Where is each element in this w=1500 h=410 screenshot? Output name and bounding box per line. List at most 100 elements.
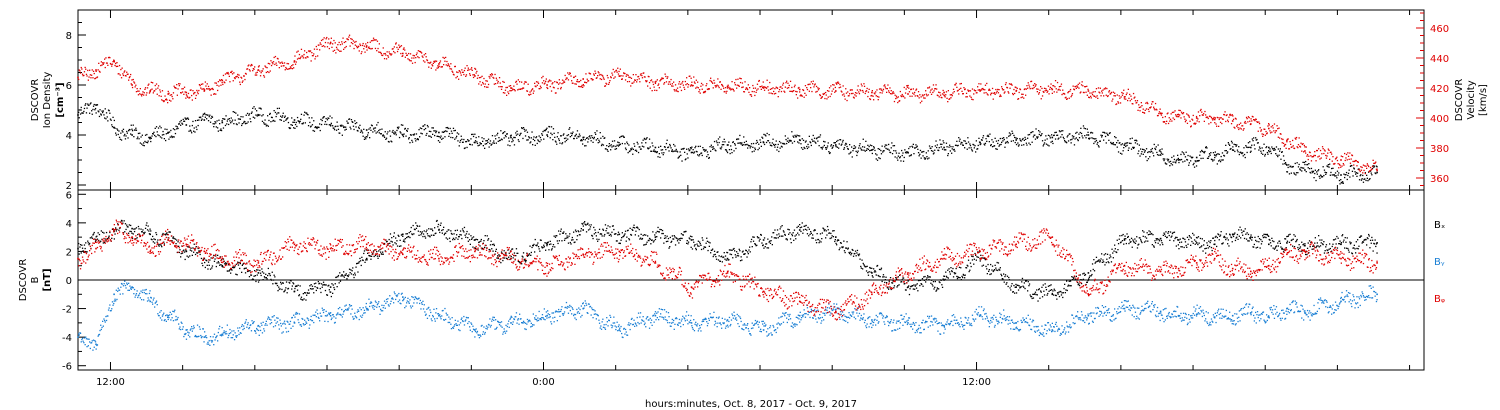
velocity-point (1187, 114, 1189, 116)
velocity-point (425, 56, 427, 58)
density-point (246, 112, 249, 115)
density-point (1264, 153, 1266, 156)
density-point (249, 118, 251, 120)
velocity-point (802, 89, 804, 91)
density-point (1054, 131, 1056, 134)
density-point (1066, 136, 1068, 138)
density-point (1022, 137, 1024, 140)
velocity-point (417, 50, 419, 52)
velocity-point (682, 80, 684, 83)
density-point (505, 136, 507, 138)
velocity-point (1212, 118, 1215, 120)
by-point (434, 320, 436, 322)
by-point (567, 312, 570, 314)
velocity-point (905, 88, 907, 90)
density-point (653, 149, 655, 151)
velocity-point (830, 85, 832, 87)
density-point (1027, 134, 1029, 136)
by-point (172, 320, 175, 322)
velocity-point (815, 91, 817, 93)
velocity-point (160, 95, 162, 97)
density-point (534, 144, 536, 146)
velocity-point (608, 83, 610, 85)
density-point (733, 150, 735, 152)
velocity-point (358, 45, 360, 47)
velocity-point (683, 86, 685, 89)
by-point (302, 318, 304, 320)
by-point (241, 324, 243, 326)
velocity-keypoint (1268, 127, 1270, 130)
velocity-point (947, 101, 949, 103)
density-point (1171, 164, 1174, 166)
by-point (285, 327, 287, 329)
velocity-point (459, 72, 462, 74)
velocity-point (499, 82, 501, 84)
density-point (1284, 162, 1287, 164)
by-point (147, 297, 149, 299)
velocity-point (194, 91, 196, 94)
by-point (580, 305, 582, 307)
by-point (259, 326, 261, 328)
density-point (87, 104, 89, 106)
velocity-point (1106, 95, 1109, 98)
velocity-point (400, 52, 402, 55)
density-point (169, 136, 171, 138)
density-point (1229, 148, 1231, 150)
density-keypoint (149, 136, 151, 139)
density-keypoint (582, 136, 584, 139)
density-point (371, 125, 373, 127)
density-point (1262, 153, 1264, 155)
velocity-point (383, 53, 385, 55)
velocity-point (1242, 129, 1244, 131)
density-point (807, 143, 809, 146)
velocity-point (282, 65, 284, 67)
velocity-point (1284, 144, 1286, 146)
density-point (537, 140, 540, 142)
velocity-point (128, 77, 130, 79)
density-point (828, 152, 831, 155)
by-point (86, 346, 88, 348)
velocity-point (1326, 155, 1328, 157)
velocity-point (195, 94, 197, 97)
velocity-point (817, 87, 819, 89)
velocity-point (661, 78, 664, 80)
density-point (655, 151, 657, 153)
density-point (1071, 135, 1074, 137)
by-point (456, 324, 458, 326)
density-point (756, 141, 759, 143)
velocity-point (222, 83, 224, 86)
velocity-point (443, 64, 445, 66)
density-point (483, 138, 485, 140)
by-point (328, 312, 330, 314)
velocity-point (545, 78, 547, 80)
density-point (190, 130, 192, 132)
density-velocity-data (77, 34, 1378, 185)
density-point (742, 144, 744, 146)
velocity-point (738, 85, 740, 87)
by-point (400, 293, 403, 295)
density-point (1069, 139, 1072, 141)
by-point (407, 297, 409, 299)
velocity-point (1173, 111, 1175, 113)
density-point (654, 150, 657, 152)
density-point (269, 113, 271, 115)
by-point (212, 336, 214, 338)
density-point (636, 150, 638, 152)
velocity-point (500, 86, 502, 88)
by-point (274, 319, 276, 321)
density-point (297, 120, 299, 122)
velocity-point (744, 81, 746, 83)
by-point (497, 321, 499, 323)
density-point (466, 146, 468, 149)
velocity-point (574, 83, 576, 85)
velocity-point (1126, 92, 1128, 94)
velocity-point (833, 84, 835, 86)
velocity-point (612, 68, 614, 71)
density-point (109, 112, 111, 114)
velocity-point (947, 90, 949, 92)
density-point (826, 145, 829, 147)
by-point (443, 319, 445, 321)
density-point (821, 147, 823, 149)
velocity-point (1147, 102, 1149, 105)
velocity-point (978, 89, 981, 91)
